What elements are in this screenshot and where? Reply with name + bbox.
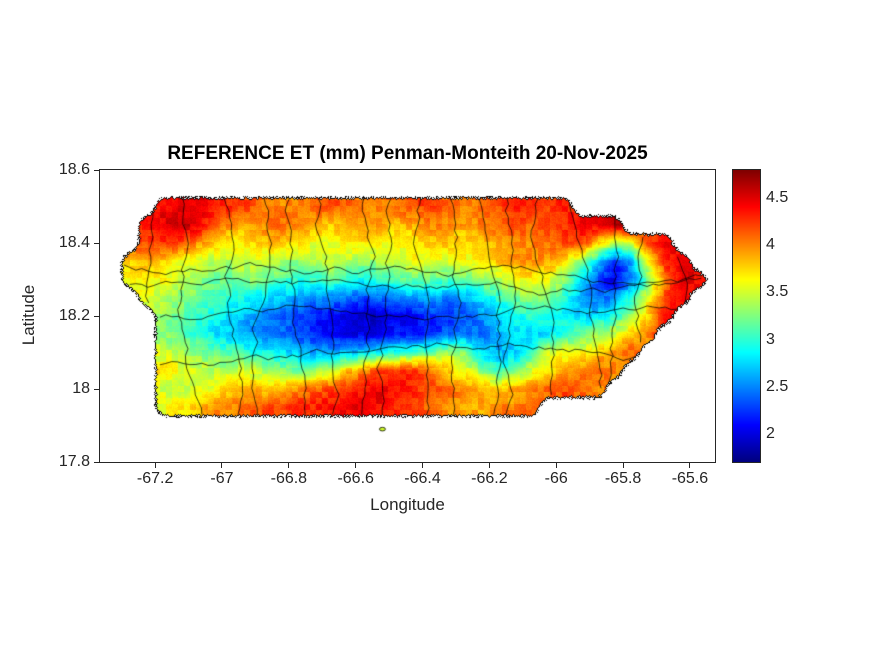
x-tick-mark [555,463,557,468]
x-tick-mark [622,463,624,468]
plot-area [99,169,716,463]
colorbar-tick-label: 3.5 [766,283,789,301]
x-tick-label: -65.6 [671,470,709,487]
x-tick-mark [422,463,424,468]
y-tick-label: 18.2 [58,307,90,324]
x-tick-label: -67.2 [136,470,174,487]
y-tick-label: 18 [72,380,90,397]
colorbar-tick-label: 2 [766,424,775,442]
colorbar [732,169,761,463]
colorbar-tick-label: 4 [766,236,775,254]
x-tick-label: -66.8 [270,470,308,487]
x-tick-label: -67 [210,470,234,487]
y-axis-label: Latitude [19,284,38,346]
chart-title: REFERENCE ET (mm) Penman-Monteith 20-Nov… [167,143,648,164]
x-tick-mark [689,463,691,468]
colorbar-tick-label: 4.5 [766,189,789,207]
y-tick-label: 18.4 [58,234,90,251]
x-tick-mark [355,463,357,468]
x-tick-mark [488,463,490,468]
x-tick-mark [154,463,156,468]
colorbar-tick-label: 2.5 [766,377,789,395]
x-tick-mark [288,463,290,468]
map-canvas [100,170,715,462]
x-tick-mark [221,463,223,468]
colorbar-tick-label: 3 [766,330,775,348]
x-tick-label: -65.8 [604,470,642,487]
x-tick-label: -66.4 [404,470,441,487]
x-tick-label: -66.6 [337,470,374,487]
y-tick-label: 17.8 [58,453,90,470]
x-tick-label: -66 [544,470,568,487]
x-axis-label: Longitude [370,495,445,514]
y-tick-label: 18.6 [58,161,90,178]
x-tick-label: -66.2 [471,470,508,487]
